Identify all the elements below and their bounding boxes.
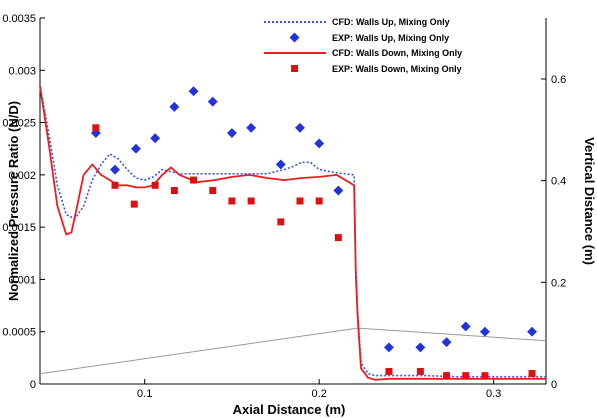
exp-walls-up-point	[314, 138, 325, 149]
y-tick-label: 0.0025	[2, 118, 36, 130]
geometry-profile-line	[39, 327, 547, 375]
exp-walls-down-point	[170, 187, 178, 195]
exp-walls-up-point	[207, 96, 218, 107]
y2-tick-label: 0.4	[551, 176, 566, 188]
x-tick-label: 0.1	[137, 388, 152, 400]
y-tick-label: 0.003	[8, 65, 36, 77]
plot-frame	[39, 18, 547, 385]
exp-walls-down-point	[462, 372, 470, 380]
y2-tick-label: 0.6	[551, 74, 566, 86]
legend-swatch-exp-walls-down	[291, 65, 298, 72]
y-tick-label: 0.0005	[2, 327, 36, 339]
y-tick-label: 0.0035	[2, 13, 36, 25]
exp-walls-down-point	[416, 367, 424, 375]
series-line-0	[39, 85, 546, 378]
y2-axis-ticks: 0 0.2 0.4 0.6	[541, 74, 566, 391]
exp-walls-up-point	[131, 143, 141, 154]
x-axis-ticks: 0.1 0.2 0.3	[137, 379, 501, 400]
y-tick-label: 0	[30, 379, 36, 391]
y-axis-ticks: 0 0.0005 0.001 0.0015 0.002 0.0025 0.003 0.0035	[2, 13, 45, 391]
exp-walls-down-point	[130, 200, 138, 208]
y-tick-label: 0.0015	[2, 222, 36, 234]
legend-label-exp-walls-down: EXP: Walls Down, Mixing Only	[332, 64, 462, 74]
legend-swatch-exp-walls-up	[289, 32, 300, 43]
exp-walls-up-point	[110, 164, 120, 175]
exp-walls-down-point	[315, 197, 323, 205]
exp-walls-up-point	[460, 321, 471, 332]
y2-tick-label: 0.2	[551, 277, 566, 289]
exp-walls-up-point	[226, 128, 237, 138]
exp-walls-down-point	[443, 372, 451, 380]
legend: CFD: Walls Up, Mixing Only EXP: Walls Up…	[264, 17, 462, 74]
exp-walls-up-point	[188, 86, 199, 97]
x-axis-title: Axial Distance (m)	[233, 402, 346, 417]
exp-walls-down-point	[111, 181, 119, 189]
x-tick-label: 0.3	[486, 388, 501, 400]
x-tick-label: 0.2	[312, 388, 327, 400]
y-tick-label: 0.001	[8, 274, 36, 286]
exp-walls-up-point	[415, 342, 426, 353]
exp-walls-down-point	[334, 234, 342, 242]
exp-walls-down-point	[277, 218, 285, 226]
exp-walls-up-point	[441, 337, 452, 348]
exp-walls-down-point	[209, 187, 217, 195]
y2-tick-label: 0	[551, 379, 557, 391]
exp-walls-up-point	[169, 101, 180, 112]
exp-walls-up-point	[246, 122, 257, 133]
data-series	[39, 85, 547, 381]
exp-walls-down-point	[385, 367, 393, 375]
exp-walls-down-point	[247, 197, 255, 205]
exp-walls-up-point	[479, 326, 490, 337]
exp-walls-down-point	[228, 197, 236, 205]
exp-walls-up-point	[295, 122, 305, 133]
y-axis-title: Normalized Pressure Ratio (N/D)	[6, 101, 21, 301]
exp-walls-up-point	[384, 342, 394, 353]
y-tick-label: 0.002	[8, 170, 36, 182]
exp-walls-down-point	[296, 197, 304, 205]
exp-walls-up-point	[275, 159, 286, 170]
exp-walls-down-point	[92, 124, 100, 132]
exp-walls-up-point	[333, 185, 344, 196]
legend-label-cfd-walls-up: CFD: Walls Up, Mixing Only	[332, 17, 450, 27]
exp-walls-down-point	[151, 181, 159, 189]
exp-walls-down-point	[528, 370, 536, 378]
legend-label-exp-walls-up: EXP: Walls Up, Mixing Only	[332, 33, 449, 43]
y2-axis-title: Vertical Distance (m)	[582, 137, 597, 265]
exp-walls-up-point	[150, 133, 161, 144]
legend-label-cfd-walls-down: CFD: Walls Down, Mixing Only	[332, 48, 462, 58]
exp-walls-down-point	[481, 372, 489, 380]
series-line-2	[39, 85, 546, 381]
exp-walls-up-point	[527, 326, 537, 337]
exp-walls-down-point	[190, 176, 198, 184]
